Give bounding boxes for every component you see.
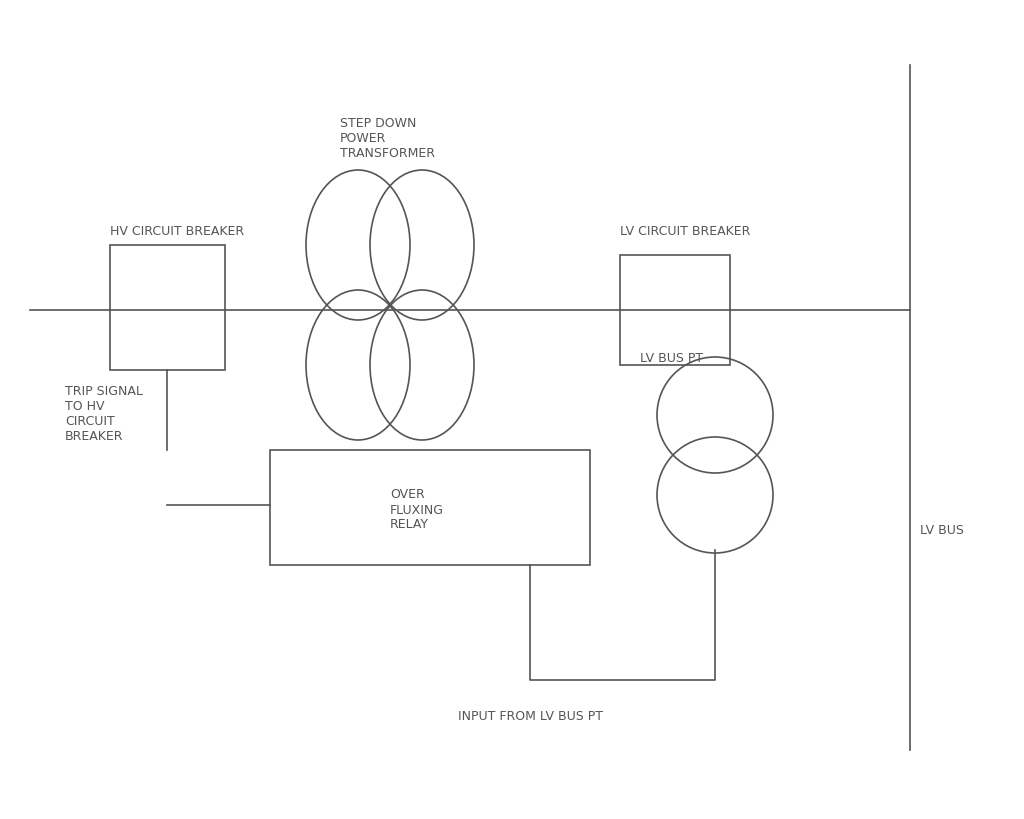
- Text: OVER
FLUXING
RELAY: OVER FLUXING RELAY: [390, 488, 444, 532]
- Text: TRIP SIGNAL
TO HV
CIRCUIT
BREAKER: TRIP SIGNAL TO HV CIRCUIT BREAKER: [65, 385, 143, 443]
- Bar: [110, 245, 225, 370]
- Text: HV CIRCUIT BREAKER: HV CIRCUIT BREAKER: [110, 225, 244, 238]
- Text: INPUT FROM LV BUS PT: INPUT FROM LV BUS PT: [458, 710, 602, 723]
- Bar: [270, 450, 590, 565]
- Text: LV BUS: LV BUS: [920, 523, 964, 536]
- Text: STEP DOWN
POWER
TRANSFORMER: STEP DOWN POWER TRANSFORMER: [340, 117, 435, 160]
- Bar: [620, 255, 730, 365]
- Text: LV BUS PT: LV BUS PT: [640, 352, 703, 365]
- Text: LV CIRCUIT BREAKER: LV CIRCUIT BREAKER: [620, 225, 751, 238]
